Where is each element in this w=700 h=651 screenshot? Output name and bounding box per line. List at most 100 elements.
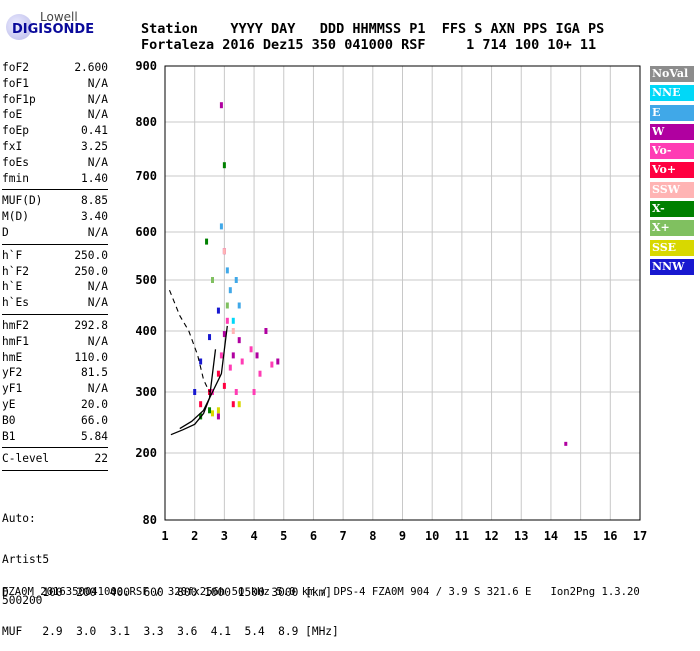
data-point-nnw [208, 334, 212, 341]
param-value: N/A [87, 225, 108, 239]
legend-item-e: E [650, 104, 694, 121]
data-point-vo [222, 382, 226, 389]
muf-row: MUF 2.9 3.0 3.1 3.3 3.6 4.1 5.4 8.9 [MHz… [2, 625, 339, 638]
scaling-line2: Artist5 [2, 553, 50, 566]
data-point-vo [199, 401, 203, 408]
param-key: hmF1 [2, 334, 29, 348]
param-key: hmE [2, 350, 23, 364]
logo-globe-icon [6, 14, 32, 40]
param-row-foe: foE N/A [2, 107, 108, 123]
param-row-yf2: yF2 81.5 [2, 365, 108, 381]
ionogram-plot: 1 2 3 4 5 6 7 8 9 10 11 12 13 14 15 16 17802003004005006… [135, 59, 647, 543]
param-row-fof1p: foF1p N/A [2, 92, 108, 108]
legend-item-x: X+ [650, 220, 694, 237]
param-key: M(D) [2, 210, 29, 224]
data-point-w [255, 352, 259, 359]
file-info-line: FZA0M_2016350041000.RSF / 320fx256h 50 k… [2, 586, 640, 598]
param-value: N/A [87, 296, 108, 310]
y-tick-label: 700 [135, 169, 157, 183]
legend-item-sse: SSE [650, 239, 694, 256]
param-value: 3.40 [81, 210, 108, 224]
data-point-x [208, 407, 212, 414]
param-row-b1: B1 5.84 [2, 429, 108, 445]
data-point-nnw [216, 307, 220, 314]
data-point-x [222, 162, 226, 169]
y-tick-label: 500 [135, 273, 157, 287]
data-point-ssw [231, 328, 235, 334]
ionogram-parameters-panel: foF2 2.600 foF1 N/A foF1p N/A foE N/A foEp 0.41 fx… [2, 60, 108, 474]
data-point-e [219, 223, 223, 230]
data-point-vo [258, 370, 262, 377]
param-separator [2, 447, 108, 449]
param-key: foF1 [2, 76, 29, 90]
data-point-w [219, 102, 223, 109]
data-point-vo [225, 317, 229, 324]
x-tick-label: 14 [544, 529, 558, 543]
param-value: 292.8 [74, 318, 108, 332]
data-point-w [276, 358, 280, 365]
x-tick-label: 16 [603, 529, 617, 543]
param-value: 250.0 [74, 264, 108, 278]
x-tick-label: 2 [191, 529, 198, 543]
data-point-x [211, 277, 214, 283]
param-separator [2, 470, 108, 472]
y-tick-label: 900 [135, 59, 157, 73]
data-point-vo [228, 364, 232, 371]
data-point-w [264, 328, 268, 334]
param-row-foes: foEs N/A [2, 155, 108, 171]
param-row-b0: B0 66.0 [2, 413, 108, 429]
param-value: 22 [94, 452, 108, 466]
header-values: Fortaleza 2016 Dez15 350 041000 RSF 1 71… [141, 37, 597, 53]
legend-item-w: W [650, 123, 694, 140]
x-tick-label: 7 [340, 529, 347, 543]
data-point-nnw [199, 358, 203, 365]
y-tick-label: 600 [135, 225, 157, 239]
param-row-mufd: MUF(D) 8.85 [2, 193, 108, 209]
param-key: h`F [2, 248, 23, 262]
data-point-x [205, 238, 209, 245]
param-row-d: D N/A [2, 225, 108, 241]
param-row-fxi: fxI 3.25 [2, 139, 108, 155]
x-trace-curve [179, 325, 228, 430]
y-tick-label: 200 [135, 446, 157, 460]
station-header: Station YYYY DAY DDD HHMMSS P1 FFS S AXN… [141, 21, 604, 53]
data-point-e [225, 267, 229, 274]
y-tick-label: 800 [135, 115, 157, 129]
x-tick-label: 3 [221, 529, 228, 543]
data-point-vo [270, 361, 274, 368]
data-point-e [237, 302, 241, 309]
x-tick-label: 8 [369, 529, 376, 543]
param-separator [2, 243, 108, 245]
param-value: 8.85 [81, 194, 108, 208]
data-point-w [231, 352, 235, 359]
param-value: 2.600 [74, 61, 108, 74]
param-key: foEp [2, 124, 29, 138]
param-key: yF2 [2, 366, 23, 380]
y-tick-label: 300 [135, 385, 157, 399]
param-row-hf2: h`F2 250.0 [2, 264, 108, 280]
x-tick-label: 6 [310, 529, 317, 543]
data-point-ssw [222, 248, 226, 255]
x-tick-label: 9 [399, 529, 406, 543]
y-tick-label: 400 [135, 324, 157, 338]
param-value: 81.5 [81, 366, 108, 380]
plot-frame [164, 65, 641, 521]
param-key: foF2 [2, 61, 29, 74]
param-value: 66.0 [81, 413, 108, 427]
param-value: N/A [87, 382, 108, 396]
o-trace-curve [170, 349, 217, 436]
data-point-vo [240, 358, 244, 365]
x-tick-label: 4 [250, 529, 257, 543]
x-tick-label: 11 [455, 529, 469, 543]
legend-item-nne: NNE [650, 85, 694, 102]
param-key: D [2, 225, 9, 239]
param-value: 0.41 [81, 124, 108, 138]
x-tick-label: 13 [514, 529, 528, 543]
header-labels: Station YYYY DAY DDD HHMMSS P1 FFS S AXN… [141, 21, 605, 37]
data-point-vo [219, 352, 223, 359]
data-point-sse [211, 410, 214, 417]
distance-row: D 100 200 400 600 800 1000 1500 3000 [km… [2, 586, 333, 599]
param-row-fof1: foF1 N/A [2, 76, 108, 92]
param-row-yf1: yF1 N/A [2, 381, 108, 397]
data-point-w [222, 331, 226, 338]
